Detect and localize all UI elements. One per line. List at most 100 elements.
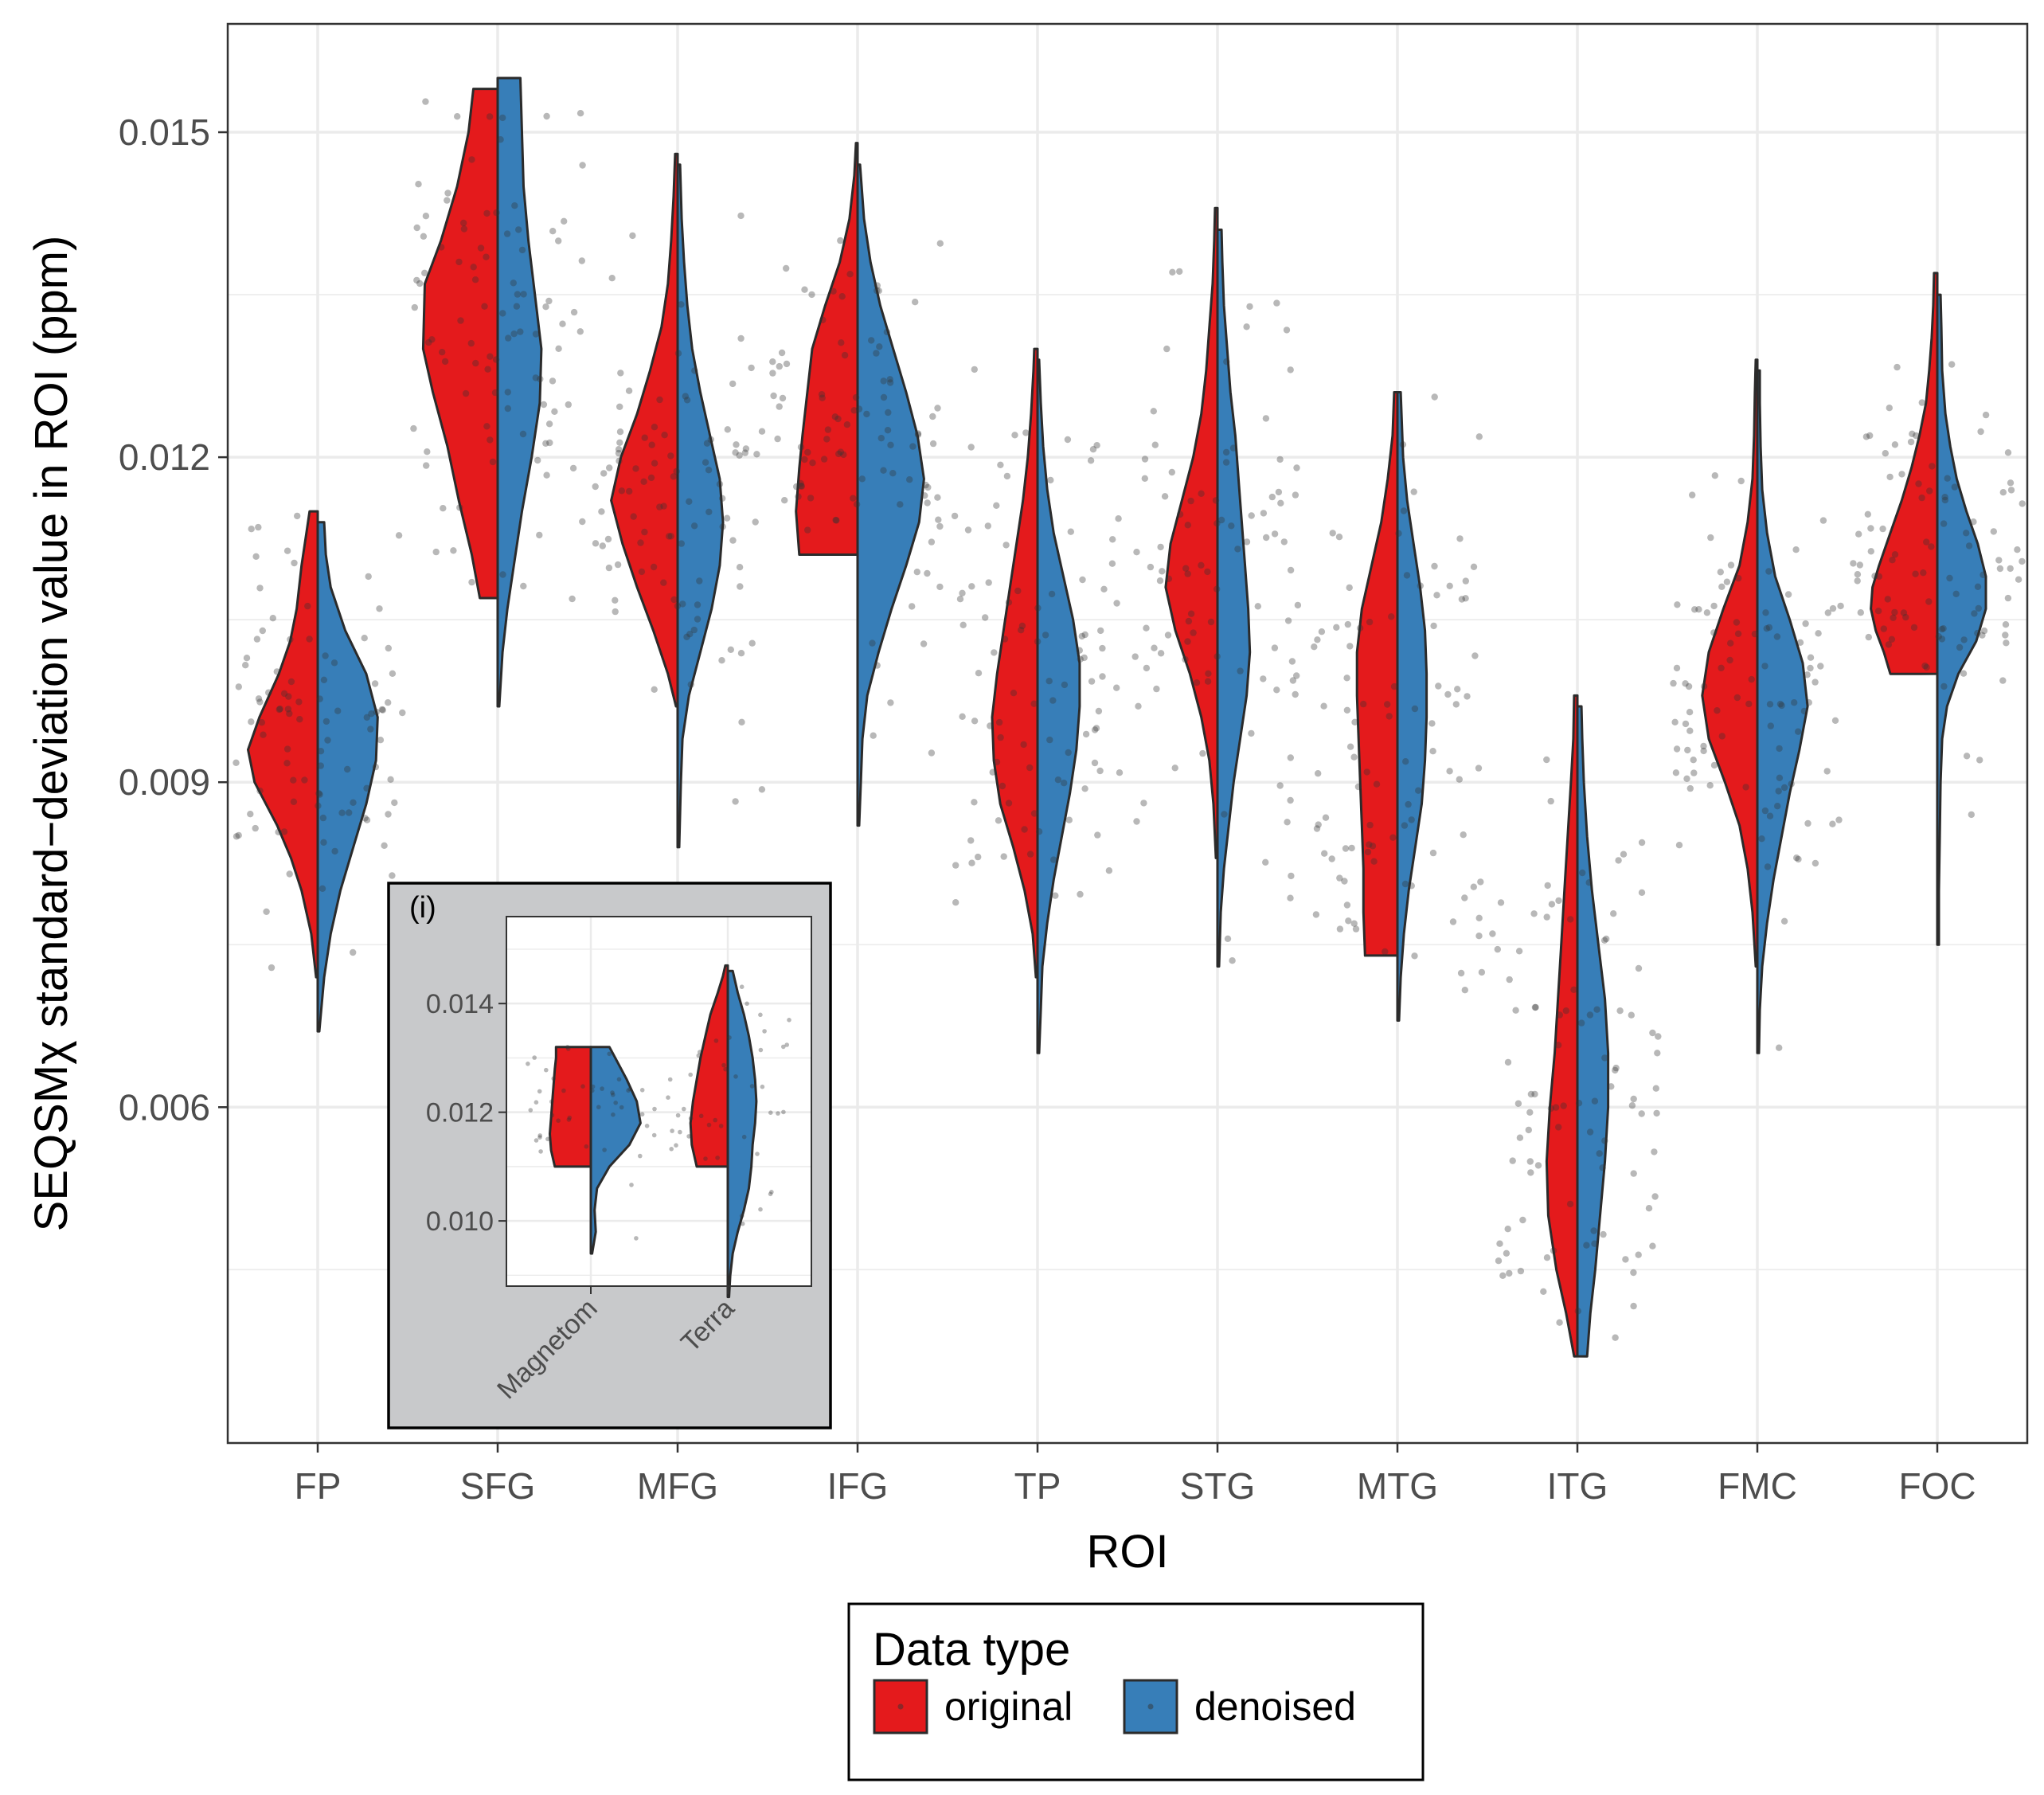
data-point [1941, 494, 1948, 501]
data-point [379, 706, 386, 714]
data-point [1109, 536, 1116, 543]
data-point [316, 791, 323, 798]
data-point [1199, 749, 1206, 757]
data-point [1034, 638, 1042, 645]
data-point [1864, 510, 1871, 518]
data-point [1867, 525, 1874, 532]
data-point [880, 393, 888, 401]
data-point [615, 446, 623, 453]
data-point [543, 471, 550, 479]
data-point [542, 440, 549, 447]
data-point [651, 424, 659, 431]
y-tick-label: 0.006 [119, 1086, 210, 1128]
inset-data-point [749, 1084, 755, 1089]
data-point [1925, 598, 1933, 605]
data-point [1446, 768, 1453, 775]
data-point [1292, 690, 1299, 698]
data-point [833, 517, 840, 524]
inset-violin-denoised-Terra [726, 969, 758, 1299]
data-point [705, 467, 713, 474]
violin-denoised-ITG [1576, 705, 1610, 1358]
data-point [1464, 693, 1471, 700]
data-point [1554, 1042, 1562, 1049]
data-point [637, 539, 644, 546]
data-point [317, 762, 324, 769]
data-point [1791, 699, 1798, 706]
data-point [283, 745, 291, 753]
data-point [1879, 525, 1886, 533]
data-point [850, 407, 858, 414]
data-point [1700, 682, 1708, 690]
data-point [1517, 1267, 1525, 1275]
data-point [647, 474, 655, 482]
data-point [1758, 835, 1765, 843]
inset-data-point [740, 1221, 745, 1226]
data-point [1095, 707, 1103, 715]
inset-data-point [760, 1084, 765, 1089]
data-point [959, 621, 967, 628]
data-point [1262, 415, 1270, 422]
data-point [1370, 858, 1378, 865]
data-point [599, 542, 606, 549]
data-point [1555, 897, 1562, 905]
data-point [492, 356, 500, 363]
data-point [346, 809, 353, 816]
data-point [322, 718, 330, 725]
x-axis: FP SFG MFG IFG TP STG MTG ITG FMC FOC [295, 1443, 1976, 1507]
data-point [269, 615, 276, 622]
data-point [615, 449, 623, 457]
data-point [416, 280, 424, 287]
data-point [1461, 987, 1469, 994]
data-point [273, 668, 280, 675]
data-point [952, 862, 959, 869]
data-point [964, 526, 972, 534]
data-point [819, 394, 826, 401]
inset-data-point [739, 1214, 745, 1218]
data-point [1164, 632, 1172, 639]
data-point [875, 287, 883, 295]
data-point [1348, 844, 1355, 852]
inset-data-point [682, 1106, 686, 1112]
data-point [389, 872, 396, 879]
data-point [1875, 573, 1883, 581]
data-point [1415, 787, 1422, 794]
data-point [683, 633, 690, 640]
data-point [605, 564, 613, 572]
data-point [727, 646, 734, 653]
data-point [233, 833, 240, 840]
data-point [1857, 609, 1864, 616]
data-point [837, 448, 845, 456]
inset-violin-denoised-Magnetom [589, 1046, 642, 1255]
data-point [667, 452, 674, 460]
data-point [1003, 472, 1011, 480]
data-point [1733, 619, 1741, 626]
data-point [1583, 1242, 1590, 1249]
data-point [362, 815, 369, 822]
legend-key-point [897, 1703, 904, 1710]
data-point [497, 136, 504, 143]
data-point [450, 547, 457, 554]
data-point [737, 334, 745, 342]
data-point [1385, 713, 1393, 720]
data-point [1268, 493, 1276, 501]
data-point [1923, 663, 1930, 671]
data-point [924, 499, 931, 506]
data-point [1346, 743, 1354, 750]
data-point [1691, 606, 1698, 613]
data-point [1628, 1011, 1635, 1019]
data-point [656, 396, 663, 404]
data-point [1497, 899, 1505, 906]
data-point [1034, 604, 1042, 612]
data-point [1737, 477, 1745, 485]
data-point [350, 799, 357, 806]
data-point [504, 389, 511, 396]
data-point [242, 662, 249, 669]
data-point [1531, 1003, 1539, 1011]
data-point [1544, 882, 1551, 890]
data-point [559, 320, 566, 327]
data-point [455, 258, 463, 266]
inset-data-point [703, 1156, 708, 1161]
data-point [1748, 675, 1755, 683]
inset-y-tick-label: 0.010 [426, 1206, 494, 1237]
data-point [1645, 1205, 1653, 1212]
